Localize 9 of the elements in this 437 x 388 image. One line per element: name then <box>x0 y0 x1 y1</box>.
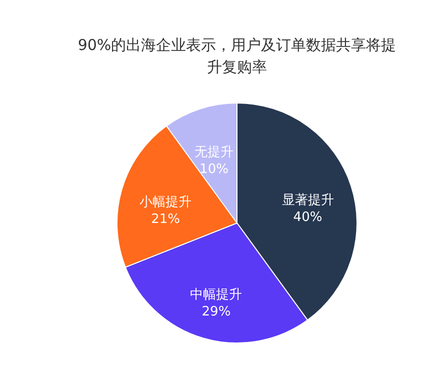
slice-label: 中幅提升 <box>190 287 242 302</box>
data-label: 29% <box>202 304 231 320</box>
data-label: 10% <box>200 162 228 178</box>
chart-title: 90%的出海企业表示，用户及订单数据共享将提升复购率 <box>76 35 398 78</box>
slice-label: 显著提升 <box>282 193 334 208</box>
data-label: 21% <box>151 212 180 228</box>
data-label: 40% <box>293 210 322 226</box>
slice-label: 小幅提升 <box>140 195 192 210</box>
slice-label: 无提升 <box>194 145 234 160</box>
